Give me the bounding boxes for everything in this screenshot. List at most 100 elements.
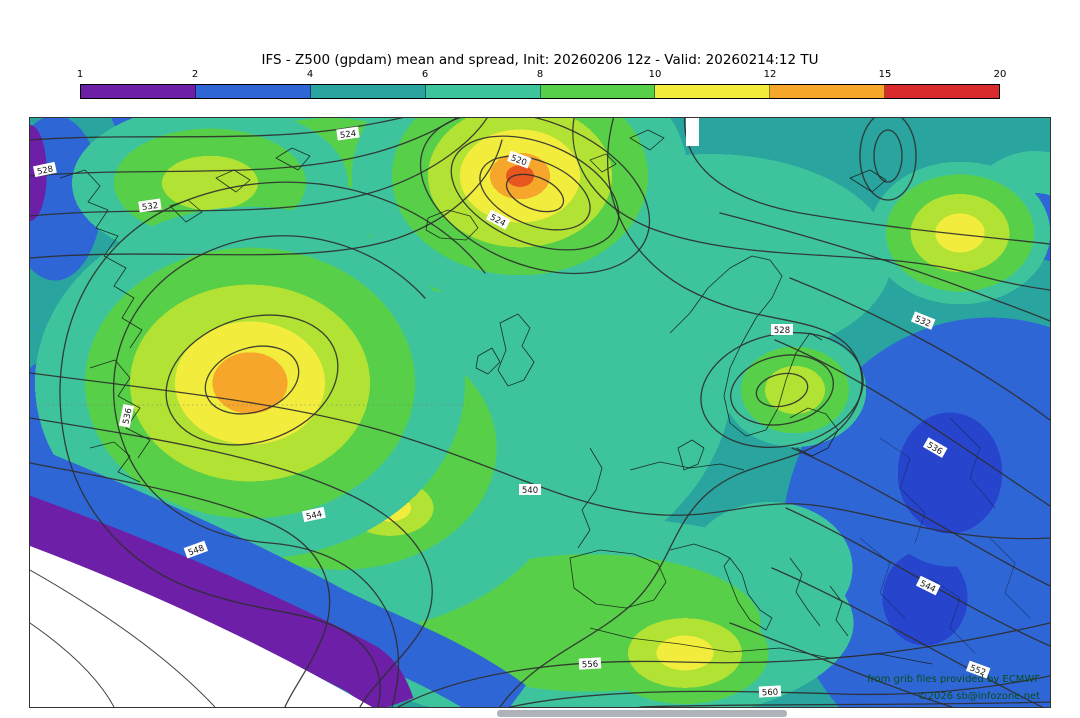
z500-contour [719,212,1050,322]
coastline [215,169,251,193]
colorbar-tick: 15 [878,69,892,80]
colorbar-tick: 4 [306,69,314,80]
svg-text:524: 524 [339,129,356,141]
z500-contour [774,339,1050,507]
z500-contour [499,118,863,707]
boundary-purple-band [30,495,414,707]
colorbar-segments [80,84,1000,99]
coastline [89,359,151,459]
z500-contour-closed [479,155,591,231]
country-border [949,417,996,509]
svg-text:532: 532 [141,201,158,213]
chart-title: IFS - Z500 (gpdam) mean and spread, Init… [261,52,819,68]
coastline [723,557,773,631]
map-edge-notch [686,118,699,146]
coastline [789,407,839,457]
colorbar-segment [425,85,541,98]
contour-label: 536 [118,403,135,428]
contour-label: 524 [485,209,511,230]
colorbar-tick: 10 [648,69,662,80]
coastline [497,313,535,387]
svg-text:560: 560 [762,688,779,699]
colorbar-segment [655,85,771,98]
coastline [425,209,479,241]
z500-contour [771,567,1043,707]
colorbar-tick: 8 [536,69,544,80]
z500-contour-closed [505,173,565,213]
z500-contour [785,507,1050,647]
contour-label: 520 [506,150,532,169]
svg-text:544: 544 [305,509,323,522]
colorbar-tick: 20 [993,69,1007,80]
colorbar: 1 2 4 6 8 10 12 15 20 [77,69,1006,99]
coastline [589,627,933,665]
colorbar-tick: 12 [763,69,777,80]
coastline [669,543,731,559]
coastline [829,585,849,637]
contour-label: 544 [301,506,326,523]
z500-contour-closed [700,331,864,449]
z500-contour [30,462,331,707]
z500-contour-closed [859,118,917,201]
coastline [569,549,667,609]
coastline [589,153,617,173]
coastline [629,129,665,151]
svg-text:528: 528 [36,164,54,177]
projection-outside-wedge [30,546,372,707]
svg-text:556: 556 [582,660,599,671]
contour-label: 532 [910,311,936,330]
contour-label: 524 [336,126,360,141]
z500-contour-closed [755,372,809,408]
svg-text:528: 528 [774,326,790,336]
z500-contour [791,447,1050,587]
coastline [629,461,745,471]
colorbar-segment [885,85,999,98]
boundary-blue-band [30,445,526,707]
z500-contour [30,118,458,177]
svg-text:520: 520 [509,153,528,168]
colorbar-segment [540,85,656,98]
contour-label: 528 [771,324,793,336]
map-overlay: 5285245325365205245285325365405445485445… [30,118,1050,707]
z500-contour [113,235,426,707]
coastline [789,557,821,627]
z500-contour-closed [204,345,300,415]
colorbar-tick: 1 [76,69,84,80]
z500-contour-closed [873,129,903,183]
z500-contour [30,118,404,141]
coastline [577,447,603,549]
contour-label: 560 [758,685,782,699]
map-canvas: 528 524 532 536 520 524 528 532 536 540 544 548 544 5… [29,117,1051,708]
boundary-arc [30,569,216,707]
z500-contour [789,277,1050,421]
z500-contour [572,118,1050,291]
colorbar-segment [195,85,311,98]
colorbar-segment [81,85,196,98]
colorbar-tick: 6 [421,69,429,80]
contour-label: 556 [578,657,602,671]
contour-label: 528 [32,161,57,178]
z500-contour [30,372,1050,540]
z500-contour [639,701,1050,707]
coastline [275,147,311,171]
svg-text:532: 532 [913,314,932,329]
z500-contour [729,622,953,707]
attribution-copyright: ©2026 sb@infozone.net [917,691,1040,702]
z500-contour [30,417,433,707]
country-border [989,537,1031,619]
coastline [677,439,705,471]
z500-contour [683,118,1050,245]
z500-contour-closed [729,354,835,426]
country-border [859,537,906,619]
z500-contour-closed [450,135,620,251]
z500-contour [509,675,1050,707]
z500-contour [59,181,486,707]
colorbar-segment [770,85,886,98]
z500-contour-closed [165,314,339,446]
svg-text:536: 536 [121,407,134,425]
scrollbar-thumb[interactable] [497,710,787,717]
colorbar-segment [310,85,426,98]
colorbar-tick: 2 [191,69,199,80]
coastline [849,169,887,193]
svg-text:540: 540 [522,486,538,496]
